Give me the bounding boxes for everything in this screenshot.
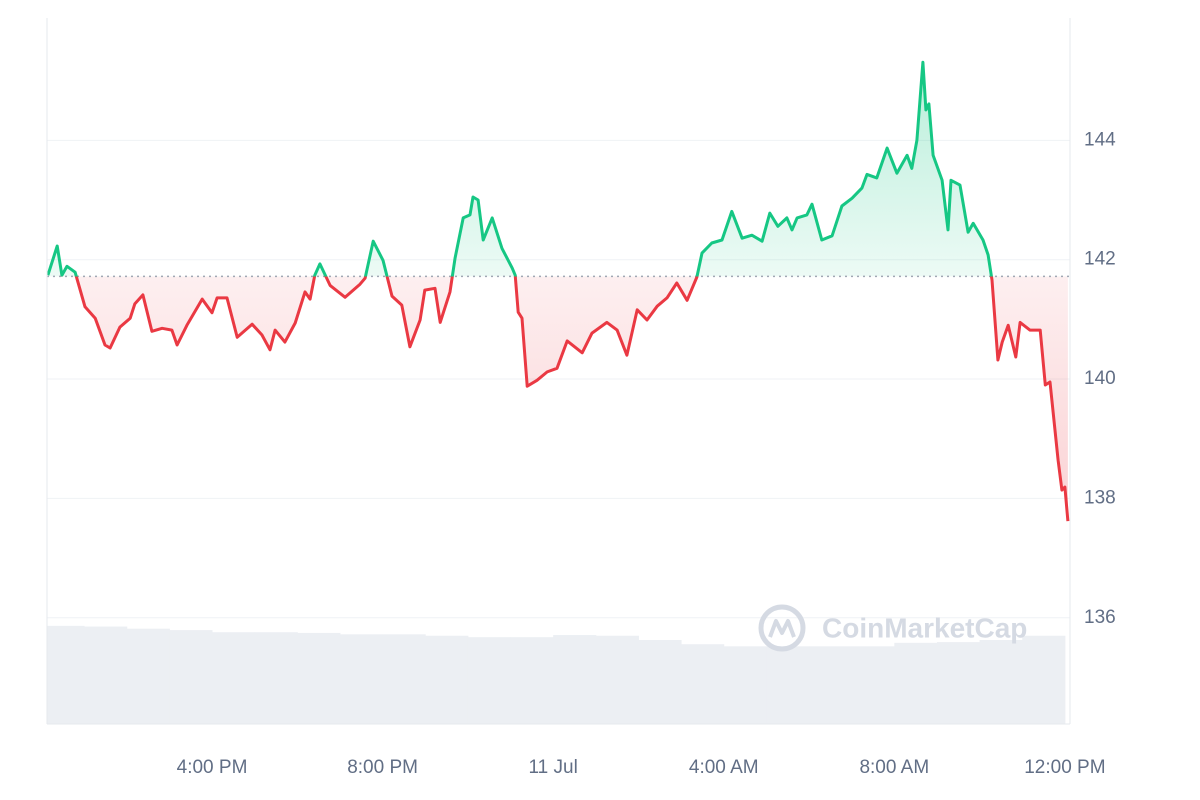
volume-bar <box>339 634 384 724</box>
watermark: CoinMarketCap <box>758 604 1027 652</box>
price-line <box>47 60 1070 522</box>
x-tick-label: 12:00 PM <box>1024 757 1105 778</box>
volume-bar <box>595 635 639 724</box>
volume-bar <box>851 646 895 724</box>
volume-bar <box>979 639 1023 724</box>
volume-bar <box>894 642 938 724</box>
volume-bar <box>766 646 810 724</box>
volume-bar <box>297 632 341 724</box>
x-tick-label: 11 Jul <box>529 757 578 778</box>
volume-bar <box>84 626 128 724</box>
volume-bar <box>425 635 469 724</box>
volume-bar <box>382 634 426 724</box>
watermark-text: CoinMarketCap <box>822 612 1027 643</box>
volume-bar <box>723 646 767 724</box>
volume-bar <box>510 637 554 724</box>
volume-bar <box>1022 635 1066 724</box>
volume-bar <box>936 642 981 724</box>
volume-bar <box>467 637 512 724</box>
volume-bar <box>681 644 725 724</box>
volume-bar <box>553 635 597 724</box>
x-tick-label: 4:00 AM <box>689 757 759 778</box>
volume-bar <box>809 646 853 724</box>
volume-bar <box>254 632 298 724</box>
x-tick-label: 4:00 PM <box>177 757 248 778</box>
volume-bar <box>169 630 213 724</box>
y-tick-label: 142 <box>1084 249 1116 270</box>
y-tick-label: 140 <box>1084 368 1116 389</box>
volume-bar <box>212 632 256 724</box>
y-tick-label: 136 <box>1084 607 1116 628</box>
volume-bar <box>47 625 85 724</box>
price-area <box>47 62 1068 522</box>
y-tick-label: 144 <box>1084 129 1116 150</box>
x-tick-label: 8:00 PM <box>347 757 418 778</box>
y-tick-label: 138 <box>1084 487 1116 508</box>
x-tick-label: 8:00 AM <box>859 757 929 778</box>
volume-bar <box>126 628 170 724</box>
volume-bar <box>638 639 682 724</box>
